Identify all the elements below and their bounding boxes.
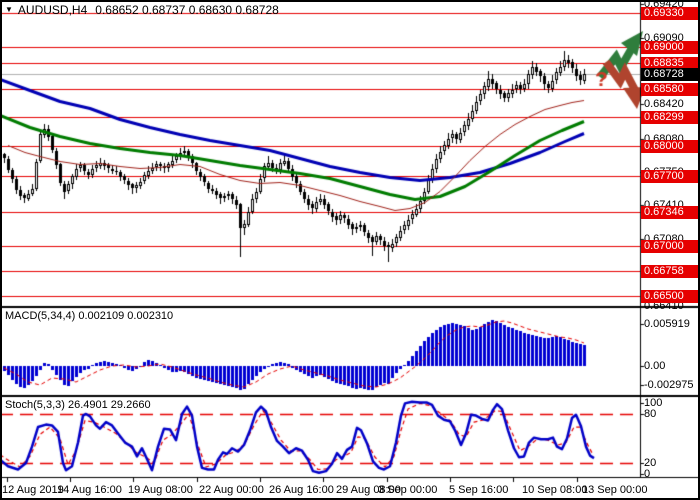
price-tick-label: 0.69420 xyxy=(644,0,684,10)
stoch-axis-label: 0 xyxy=(644,468,651,480)
symbol-timeframe-label: AUDUSD,H4 xyxy=(17,3,88,17)
macd-indicator-label: MACD(5,34,4) 0.002109 0.002310 xyxy=(5,310,177,322)
price-level-flag: 0.67000 xyxy=(641,240,698,253)
price-level-flag: 0.66500 xyxy=(641,290,698,303)
price-level-flag: 0.69330 xyxy=(641,7,698,20)
time-axis-label: 26 Aug 16:00 xyxy=(269,484,334,496)
current-price-flag: 0.68728 xyxy=(641,68,698,81)
stoch-indicator-label: Stoch(5,3,3) 26.4901 29.2660 xyxy=(5,399,154,411)
price-level-flag: 0.69000 xyxy=(641,41,698,54)
price-level-flag: 0.68835 xyxy=(641,57,698,70)
ohlc-readout: 0.68652 0.68737 0.68630 0.68728 xyxy=(95,3,279,17)
time-axis-label: 29 Aug 08:00 xyxy=(336,484,401,496)
stoch-axis-label: 20 xyxy=(644,457,657,469)
time-axis-label: 13 Sep 00:00 xyxy=(582,484,648,496)
price-level-flag: 0.68000 xyxy=(641,140,698,153)
time-axis-label: 5 Sep 16:00 xyxy=(449,484,509,496)
price-level-flag: 0.68580 xyxy=(641,83,698,96)
stoch-axis-label: 100 xyxy=(644,397,663,409)
symbol-dropdown-icon[interactable]: ▼ xyxy=(5,5,13,14)
time-axis-label: 12 Aug 2019 xyxy=(2,484,64,496)
stoch-axis-label: 80 xyxy=(644,408,657,420)
price-tick-label: 0.66410 xyxy=(644,300,684,312)
time-axis-label: 10 Sep 08:00 xyxy=(522,484,588,496)
macd-axis-label: -0.002975 xyxy=(644,379,694,391)
time-axis-label: 14 Aug 16:00 xyxy=(57,484,122,496)
price-tick-label: 0.68420 xyxy=(644,98,684,110)
time-axis-label: 3 Sep 00:00 xyxy=(378,484,438,496)
chart-legend: ▼ AUDUSD,H4 0.68652 0.68737 0.68630 0.6872… xyxy=(5,3,279,17)
macd-axis-label: 0.005919 xyxy=(644,318,690,330)
time-axis-label: 19 Aug 08:00 xyxy=(128,484,193,496)
time-axis-label: 22 Aug 00:00 xyxy=(199,484,264,496)
price-level-flag: 0.67346 xyxy=(641,206,698,219)
price-level-flag: 0.68299 xyxy=(641,111,698,124)
price-level-flag: 0.67700 xyxy=(641,170,698,183)
price-level-flag: 0.66758 xyxy=(641,265,698,278)
macd-axis-label: 0.00 xyxy=(644,360,666,372)
